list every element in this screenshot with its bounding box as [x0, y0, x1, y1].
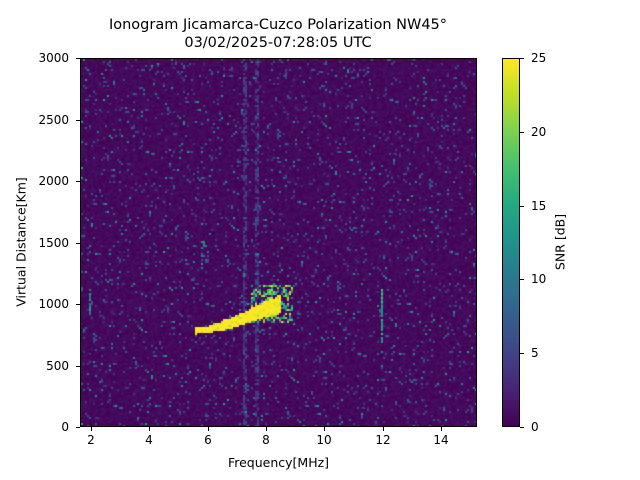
colorbar-tick-mark	[520, 58, 524, 59]
x-tick-label: 2	[87, 433, 95, 447]
x-tick-label: 12	[375, 433, 391, 447]
y-tick-mark	[76, 120, 80, 121]
x-tick-mark	[266, 427, 267, 431]
y-tick-label: 1500	[38, 236, 69, 250]
x-tick-mark	[149, 427, 150, 431]
y-tick-label: 3000	[38, 51, 69, 65]
y-axis-label: Virtual Distance[Km]	[13, 177, 29, 307]
colorbar-label: SNR [dB]	[552, 213, 568, 271]
colorbar-tick-mark	[520, 132, 524, 133]
x-tick-mark	[383, 427, 384, 431]
ionogram-heatmap	[80, 58, 477, 427]
y-tick-label: 0	[61, 420, 69, 434]
heatmap-canvas	[81, 59, 476, 426]
y-tick-mark	[76, 181, 80, 182]
chart-title: Ionogram Jicamarca-Cuzco Polarization NW…	[108, 17, 448, 33]
y-tick-mark	[76, 427, 80, 428]
x-tick-label: 6	[204, 433, 212, 447]
y-tick-label: 1000	[38, 297, 69, 311]
colorbar-tick-label: 20	[531, 125, 547, 139]
colorbar-tick-mark	[520, 206, 524, 207]
colorbar	[502, 58, 520, 427]
colorbar-tick-label: 0	[531, 420, 539, 434]
y-tick-mark	[76, 58, 80, 59]
x-tick-label: 8	[262, 433, 270, 447]
y-tick-mark	[76, 366, 80, 367]
colorbar-tick-mark	[520, 427, 524, 428]
y-tick-mark	[76, 243, 80, 244]
colorbar-tick-mark	[520, 279, 524, 280]
x-tick-mark	[324, 427, 325, 431]
x-tick-label: 4	[145, 433, 153, 447]
colorbar-tick-mark	[520, 353, 524, 354]
x-tick-mark	[208, 427, 209, 431]
y-tick-label: 500	[46, 359, 69, 373]
colorbar-tick-label: 5	[531, 346, 539, 360]
chart-subtitle: 03/02/2025-07:28:05 UTC	[184, 35, 372, 51]
x-axis-label: Frequency[MHz]	[227, 455, 330, 470]
colorbar-tick-label: 25	[531, 51, 547, 65]
y-tick-mark	[76, 304, 80, 305]
x-tick-label: 10	[316, 433, 332, 447]
colorbar-tick-label: 10	[531, 272, 547, 286]
colorbar-tick-label: 15	[531, 199, 547, 213]
y-tick-label: 2500	[38, 113, 69, 127]
x-tick-label: 14	[433, 433, 449, 447]
y-tick-label: 2000	[38, 174, 69, 188]
x-tick-mark	[441, 427, 442, 431]
x-tick-mark	[91, 427, 92, 431]
